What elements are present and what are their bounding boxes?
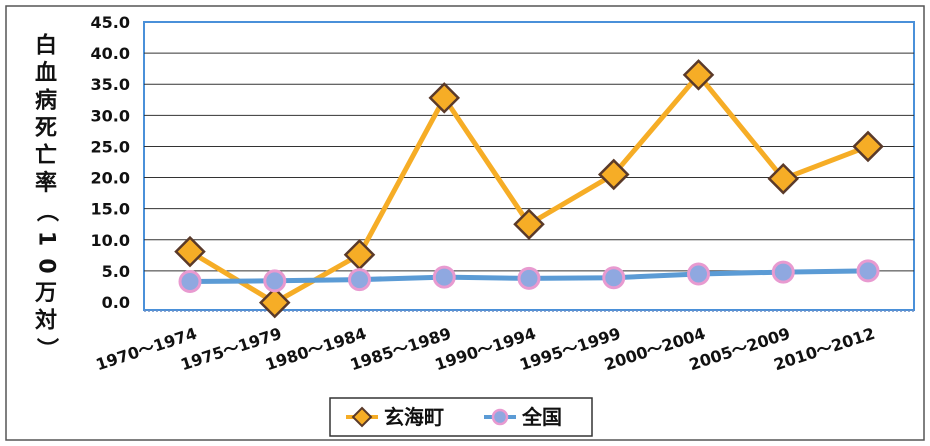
y-label-char: 万: [34, 281, 57, 306]
data-point: [602, 266, 626, 290]
data-point: [263, 269, 287, 293]
series-layer: [174, 59, 884, 319]
legend-marker: [351, 406, 373, 428]
y-tick-label: 40.0: [91, 44, 130, 63]
y-label-char: 病: [35, 88, 57, 114]
data-point: [428, 82, 461, 114]
y-tick-label: 0.0: [102, 293, 130, 312]
y-label-char: 亡: [35, 143, 57, 169]
legend-label: 玄海町: [384, 405, 444, 429]
y-tick-label: 35.0: [91, 75, 130, 94]
data-point: [348, 268, 371, 292]
data-point: [174, 235, 206, 268]
legend-label: 全国: [521, 405, 562, 429]
data-point: [771, 260, 795, 284]
y-tick-label: 30.0: [91, 106, 130, 125]
data-point: [682, 59, 715, 91]
data-point: [687, 262, 710, 286]
legend-marker: [491, 408, 509, 426]
data-point: [513, 208, 545, 240]
y-label-char: 率: [35, 170, 57, 196]
data-point: [856, 259, 880, 283]
y-tick-label: 45.0: [91, 13, 130, 32]
data-point: [178, 269, 202, 293]
data-point: [517, 266, 541, 290]
y-label-char: 死: [35, 116, 57, 141]
y-label-char: 血: [35, 60, 57, 86]
y-tick-label: 25.0: [91, 137, 130, 156]
data-point: [258, 286, 291, 319]
y-tick-label: 15.0: [91, 200, 130, 219]
legend: 玄海町 全国: [329, 397, 593, 437]
data-point: [597, 158, 630, 191]
y-label-char: 白: [35, 33, 57, 59]
plot-area: [143, 21, 915, 311]
y-label-char: （: [34, 200, 59, 222]
data-point: [767, 163, 800, 195]
data-point: [432, 265, 456, 289]
y-label-char: 0: [34, 258, 59, 273]
y-label-char: ）: [34, 337, 59, 359]
y-tick-label: 20.0: [91, 169, 130, 188]
y-label-char: 対: [35, 309, 57, 334]
y-tick-label: 10.0: [91, 231, 130, 250]
data-point: [852, 130, 884, 163]
y-tick-label: 5.0: [102, 262, 130, 281]
y-axis-ticks: 0.0 5.0 10.0 15.0 20.0 25.0 30.0 35.0 40.0 45.0: [91, 13, 130, 312]
y-label-char: 1: [34, 231, 59, 246]
